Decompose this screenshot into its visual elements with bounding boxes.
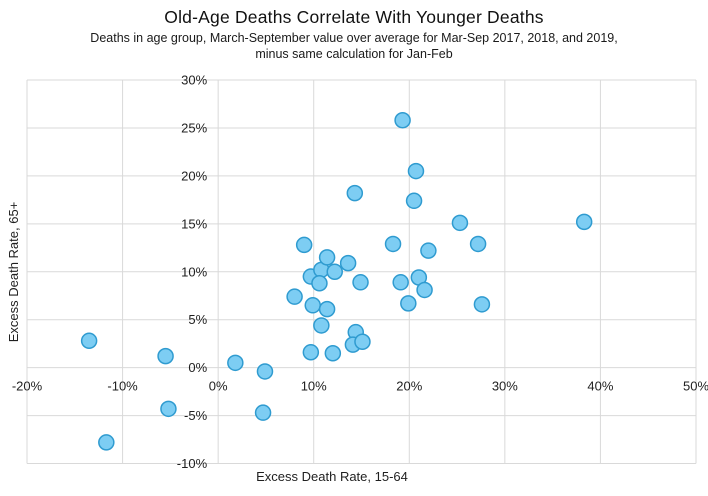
data-point [451,214,469,232]
data-point [473,296,491,313]
data-point [354,333,371,350]
x-tick-label: 0% [209,379,228,394]
gridlines [26,79,697,464]
data-point [326,263,343,280]
data-point [392,274,409,291]
tick-labels: -20% -10% 0% 10% 20% 30% 40% 50%-10%-5%0%5%10%1… [12,73,708,472]
data-point [469,235,487,253]
data-point [339,254,357,272]
data-point [256,363,274,380]
data-point [160,400,177,418]
data-point [346,184,364,202]
y-tick-label: 5% [188,312,207,327]
data-point [80,332,98,350]
data-point [405,192,423,210]
x-tick-label: 50% [683,379,708,394]
data-point [157,347,174,365]
x-tick-label: 30% [492,379,518,394]
x-tick-label: 20% [396,379,422,394]
data-point [420,242,437,259]
data-point [302,344,320,361]
y-axis-title: Excess Death Rate, 65+ [6,202,21,343]
data-point [318,249,336,266]
data-point [384,235,402,253]
chart-subtitle-line1: Deaths in age group, March-September val… [90,31,618,45]
y-tick-label: 10% [181,264,207,279]
x-tick-label: 10% [301,379,327,394]
data-point [407,162,425,180]
x-axis-title: Excess Death Rate, 15-64 [256,469,408,484]
data-point [352,274,369,291]
data-points [80,112,593,451]
y-tick-label: 0% [188,360,207,375]
y-tick-label: 30% [181,73,207,88]
data-point [286,288,303,305]
y-tick-label: 25% [181,120,207,135]
data-point [304,297,322,314]
x-tick-label: -20% [12,379,43,394]
data-point [254,404,272,421]
data-point [575,213,593,231]
data-point [318,300,336,318]
data-point [311,275,328,292]
data-point [295,236,313,254]
data-point [98,434,115,451]
chart-title: Old-Age Deaths Correlate With Younger De… [164,7,544,27]
data-point [416,281,433,299]
x-tick-label: 40% [587,379,613,394]
y-tick-label: -10% [177,456,208,471]
y-tick-label: 15% [181,216,207,231]
data-point [394,112,411,129]
x-tick-label: -10% [107,379,138,394]
y-tick-label: -5% [184,408,208,423]
data-point [313,317,330,334]
data-point [227,354,244,372]
y-tick-label: 20% [181,168,207,183]
data-point [400,295,417,312]
data-point [324,344,342,362]
chart-subtitle-line2: minus same calculation for Jan-Feb [255,47,453,61]
